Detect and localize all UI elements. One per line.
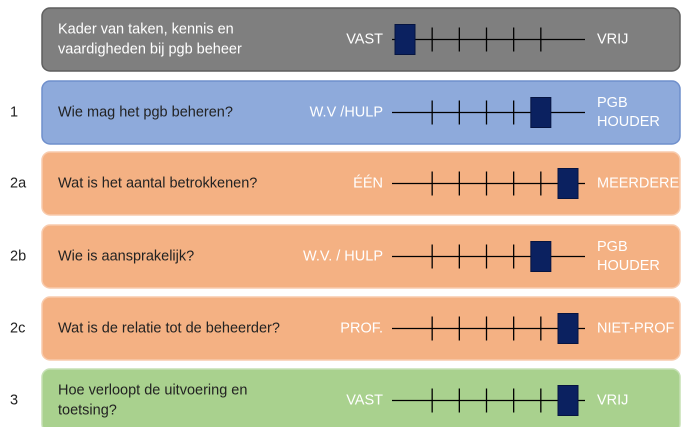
row-box <box>41 7 681 72</box>
left-label: W.V /HULP <box>310 104 383 120</box>
row-number: 2b <box>10 248 26 264</box>
slider-marker <box>530 241 552 272</box>
left-label: PROF. <box>340 320 383 336</box>
right-label: HOUDER <box>597 258 660 274</box>
question: Wat is het aantal betrokkenen? <box>58 175 257 191</box>
row-box <box>41 80 681 145</box>
right-label: VRIJ <box>597 392 628 408</box>
row-box <box>41 224 681 289</box>
left-label: ÉÉN <box>353 174 383 191</box>
question: Wie mag het pgb beheren? <box>58 104 233 120</box>
slider-marker <box>394 24 416 55</box>
left-label: W.V. / HULP <box>303 248 383 264</box>
right-label: HOUDER <box>597 114 660 130</box>
question: Hoe verloopt de uitvoering en <box>58 382 247 398</box>
left-label: VAST <box>346 31 383 47</box>
row-box <box>41 151 681 216</box>
question: Kader van taken, kennis en <box>58 21 234 37</box>
question: vaardigheden bij pgb beheer <box>58 41 242 57</box>
right-label: MEERDERE <box>597 175 680 191</box>
left-label: VAST <box>346 392 383 408</box>
question: Wie is aansprakelijk? <box>58 248 194 264</box>
right-label: PGB <box>597 239 628 255</box>
slider-marker <box>557 385 579 416</box>
row-box <box>41 368 681 427</box>
slider-marker <box>557 168 579 199</box>
question: toetsing? <box>58 402 117 418</box>
slider-marker <box>557 313 579 344</box>
row-number: 2c <box>10 320 25 336</box>
slider-marker <box>530 97 552 128</box>
question: Wat is de relatie tot de beheerder? <box>58 320 280 336</box>
right-label: VRIJ <box>597 31 628 47</box>
row-number: 2a <box>10 175 27 191</box>
row-box <box>41 296 681 361</box>
right-label: PGB <box>597 95 628 111</box>
row-number: 1 <box>10 104 18 120</box>
right-label: NIET-PROF <box>597 320 674 336</box>
row-number: 3 <box>10 392 18 408</box>
